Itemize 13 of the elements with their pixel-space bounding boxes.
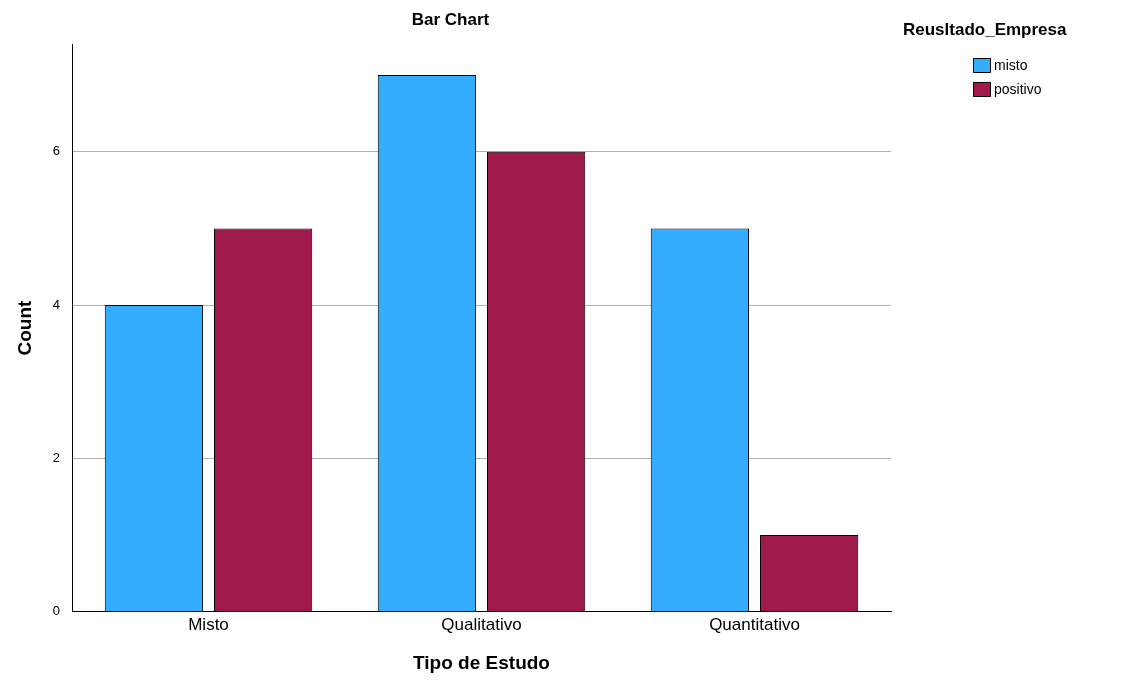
x-tick-label: Misto [188, 614, 229, 634]
legend-label: misto [994, 56, 1028, 73]
y-tick-label: 0 [52, 603, 61, 619]
legend-title: Reusltado_Empresa [903, 19, 1067, 39]
y-tick-label: 4 [52, 296, 61, 312]
x-axis-title: Tipo de Estudo [413, 651, 550, 673]
x-tick-label: Qualitativo [441, 614, 522, 634]
y-tick-label: 6 [52, 143, 61, 159]
legend-label: positivo [994, 80, 1042, 97]
chart-title: Bar Chart [411, 9, 490, 29]
y-tick-label: 2 [52, 450, 61, 466]
x-tick-label: Quantitativo [709, 614, 800, 634]
y-axis-title: Count [13, 300, 35, 356]
